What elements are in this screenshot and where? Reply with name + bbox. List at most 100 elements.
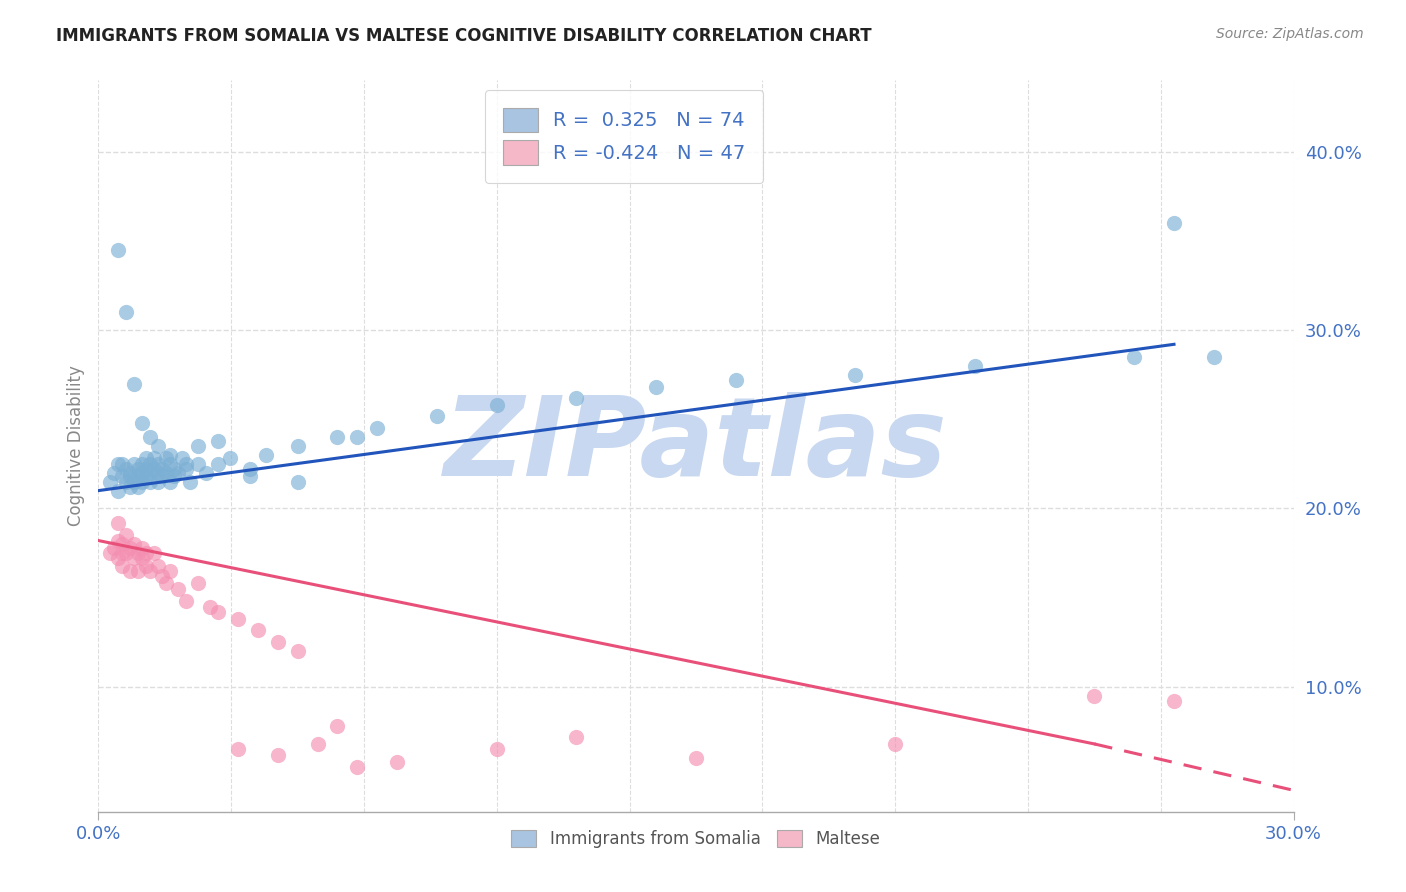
Point [135, 558, 157, 573]
Point [127, 480, 149, 494]
Point [143, 546, 166, 560]
Point [120, 466, 142, 480]
Point [226, 612, 249, 626]
Point [267, 635, 290, 649]
Point [287, 644, 309, 658]
Point [485, 398, 508, 412]
Point [159, 564, 181, 578]
Point [98, 546, 122, 560]
Point [107, 516, 129, 530]
Point [163, 462, 186, 476]
Point [120, 564, 142, 578]
Point [135, 462, 157, 476]
Point [148, 466, 170, 480]
Point [143, 451, 166, 466]
Point [124, 457, 146, 471]
Point [366, 421, 388, 435]
Point [127, 469, 149, 483]
Point [111, 558, 134, 573]
Point [254, 448, 277, 462]
Point [485, 742, 508, 756]
Point [1163, 694, 1185, 708]
Point [195, 466, 218, 480]
Point [139, 430, 162, 444]
Point [267, 747, 290, 762]
Point [115, 546, 138, 560]
Point [131, 475, 153, 489]
Point [287, 439, 309, 453]
Point [107, 533, 129, 548]
Point [115, 475, 138, 489]
Point [124, 376, 146, 391]
Point [107, 483, 129, 498]
Point [163, 469, 186, 483]
Point [179, 475, 201, 489]
Point [98, 475, 122, 489]
Point [198, 599, 221, 614]
Point [565, 391, 588, 405]
Point [155, 451, 177, 466]
Point [426, 409, 449, 423]
Point [1163, 216, 1185, 230]
Point [148, 475, 170, 489]
Point [139, 466, 162, 480]
Point [239, 462, 262, 476]
Point [135, 546, 157, 560]
Point [111, 457, 134, 471]
Point [120, 541, 142, 555]
Point [167, 582, 190, 596]
Point [111, 546, 134, 560]
Point [159, 448, 181, 462]
Point [155, 466, 177, 480]
Point [565, 730, 588, 744]
Point [150, 569, 173, 583]
Point [124, 475, 146, 489]
Point [127, 564, 149, 578]
Point [135, 469, 157, 483]
Point [131, 541, 153, 555]
Point [139, 564, 162, 578]
Point [246, 623, 269, 637]
Point [844, 368, 866, 382]
Point [107, 457, 129, 471]
Point [174, 594, 197, 608]
Point [207, 434, 229, 448]
Point [127, 546, 149, 560]
Point [124, 551, 146, 566]
Point [148, 558, 170, 573]
Point [884, 737, 907, 751]
Point [143, 462, 166, 476]
Point [159, 475, 181, 489]
Point [685, 751, 707, 765]
Point [103, 541, 125, 555]
Point [1123, 350, 1146, 364]
Point [172, 451, 194, 466]
Point [135, 451, 157, 466]
Point [167, 466, 190, 480]
Text: ZIPatlas: ZIPatlas [444, 392, 948, 500]
Point [207, 457, 229, 471]
Point [115, 462, 138, 476]
Point [107, 243, 129, 257]
Point [1083, 689, 1105, 703]
Point [111, 537, 134, 551]
Point [219, 451, 242, 466]
Point [131, 466, 153, 480]
Point [120, 480, 142, 494]
Point [1202, 350, 1225, 364]
Point [131, 551, 153, 566]
Point [120, 469, 142, 483]
Point [103, 466, 125, 480]
Point [148, 439, 170, 453]
Point [115, 305, 138, 319]
Point [645, 380, 668, 394]
Point [326, 430, 349, 444]
Point [187, 439, 209, 453]
Point [963, 359, 986, 373]
Point [207, 605, 229, 619]
Point [148, 457, 170, 471]
Point [346, 760, 368, 774]
Point [155, 576, 177, 591]
Point [139, 475, 162, 489]
Point [346, 430, 368, 444]
